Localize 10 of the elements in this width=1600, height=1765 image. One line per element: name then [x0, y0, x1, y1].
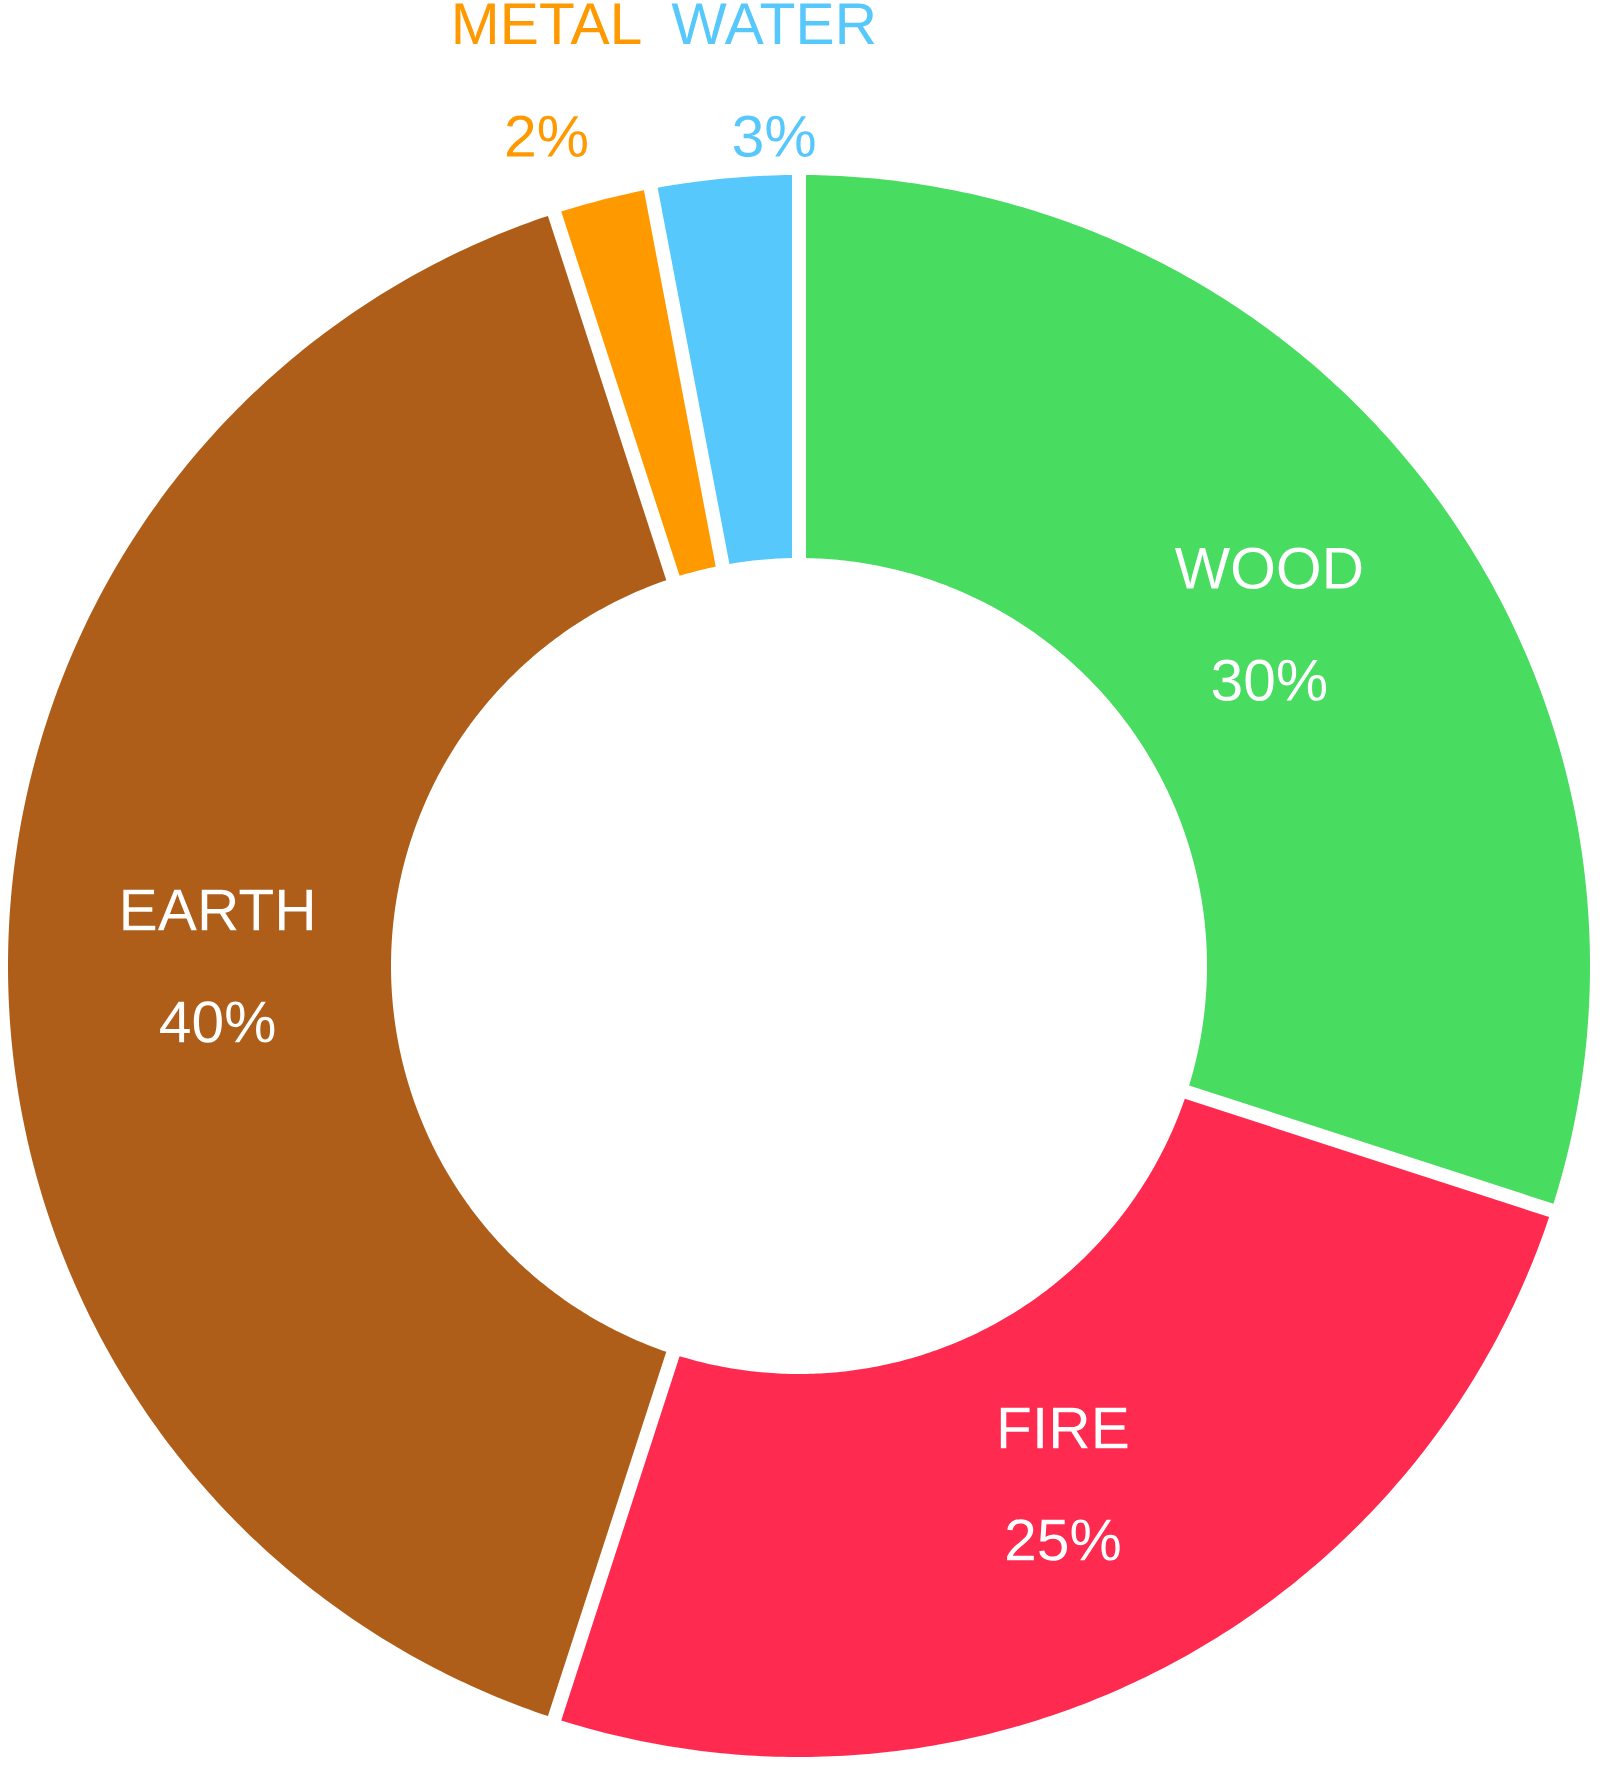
slice-label: EARTH — [123, 889, 312, 931]
slice-label: WOOD — [1174, 547, 1362, 590]
slice-label: METAL — [455, 3, 641, 44]
data-label: 2% — [506, 115, 587, 157]
slice-label: FIRE — [1000, 1407, 1128, 1449]
data-label: 40% — [160, 1001, 275, 1043]
data-label: 3% — [733, 115, 815, 158]
data-label: 30% — [1212, 659, 1327, 702]
slice-label: WATER — [671, 3, 875, 44]
data-label: 25% — [1007, 1519, 1120, 1561]
